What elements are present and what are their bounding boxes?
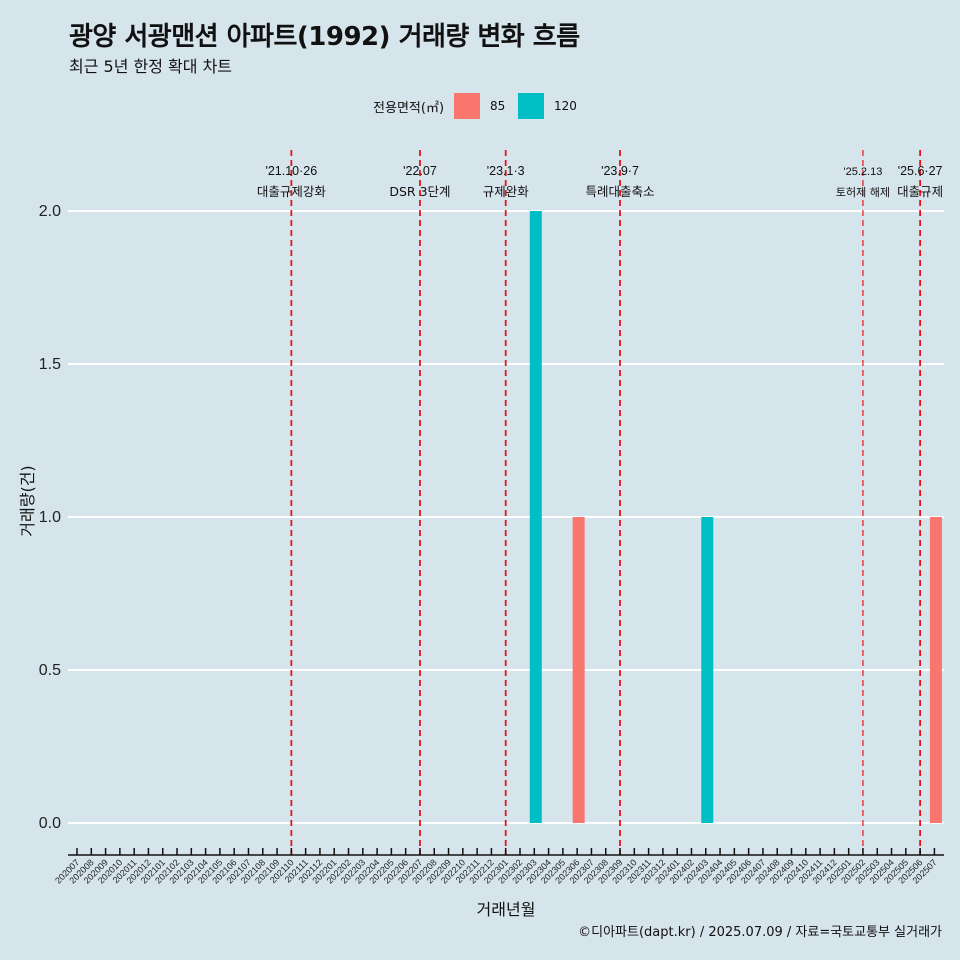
legend-title: 전용면적(㎡) [373, 100, 445, 116]
event-label: 특례대출축소 [586, 184, 655, 199]
y-axis-label: 거래량(건) [18, 465, 37, 536]
y-tick-label: 1.0 [39, 509, 61, 526]
event-label: 토허제 해제 [836, 185, 890, 199]
event-date: '21.10·26 [265, 164, 317, 178]
event-date: '23.9·7 [601, 164, 639, 178]
legend-item-120: 120 [518, 93, 577, 119]
source-caption: ©디아파트(dapt.kr) / 2025.07.09 / 자료=국토교통부 실… [578, 925, 942, 940]
bar-120-202303 [529, 211, 542, 823]
event-label: 대출규제강화 [257, 184, 327, 199]
event-date: '23.1·3 [487, 164, 525, 178]
legend-label-120: 120 [554, 99, 577, 113]
event-label: DSR 3단계 [389, 184, 450, 199]
event-date: '25.6·27 [898, 164, 943, 178]
y-tick-label: 0.0 [39, 815, 61, 832]
legend-label-85: 85 [490, 99, 506, 113]
legend-swatch-85 [454, 93, 481, 119]
event-label: 규제완화 [483, 184, 530, 199]
y-tick-label: 2.0 [39, 203, 61, 220]
x-axis-label: 거래년월 [477, 900, 536, 919]
y-tick-label: 1.5 [39, 356, 61, 373]
bar-120-202403 [701, 517, 714, 823]
bar-85-202306 [572, 517, 585, 823]
event-date: '25.2.13 [844, 166, 883, 178]
bar-85-202507 [929, 517, 942, 823]
chart-subtitle: 최근 5년 한정 확대 차트 [69, 57, 233, 76]
legend: 전용면적(㎡) 85 120 [0, 93, 960, 119]
legend-swatch-120 [518, 93, 545, 119]
y-tick-label: 0.5 [39, 662, 61, 679]
chart-title: 광양 서광맨션 아파트(1992) 거래량 변화 흐름 [69, 22, 580, 52]
legend-item-85: 85 [454, 93, 508, 119]
event-date: '22.07 [403, 164, 437, 178]
event-label: 대출규제 [897, 184, 943, 199]
